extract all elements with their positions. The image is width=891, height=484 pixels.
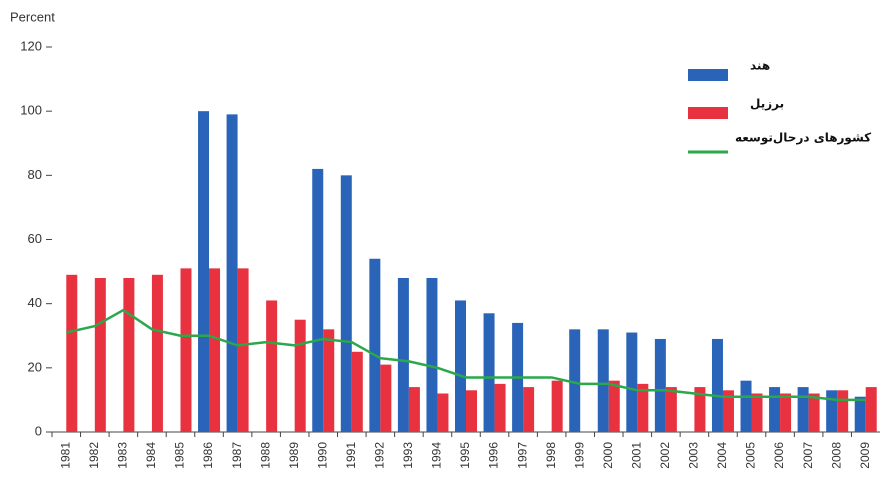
bar — [226, 114, 238, 432]
bar — [312, 168, 324, 432]
bar — [608, 380, 620, 432]
bar — [323, 329, 335, 432]
y-tick-label: 80 — [28, 167, 42, 182]
bar — [826, 390, 838, 432]
bar — [426, 278, 438, 432]
bar — [209, 268, 221, 432]
x-tick-label: 1998 — [544, 442, 558, 469]
x-tick-label: 2000 — [601, 442, 615, 469]
bar — [597, 329, 609, 432]
bar — [294, 319, 306, 432]
x-tick-label: 1985 — [173, 442, 187, 469]
bar — [751, 393, 763, 432]
bar — [837, 390, 849, 432]
bar — [494, 383, 506, 432]
bar — [408, 387, 420, 432]
y-tick-label: 0 — [35, 423, 42, 438]
bar — [66, 274, 78, 432]
x-tick-label: 1999 — [572, 442, 586, 469]
bar — [797, 387, 809, 432]
x-tick-label: 1993 — [401, 442, 415, 469]
bar — [523, 387, 535, 432]
x-tick-label: 1981 — [58, 442, 72, 469]
bar — [351, 351, 363, 432]
y-tick-label: 60 — [28, 231, 42, 246]
legend-swatch — [688, 107, 728, 119]
x-tick-label: 2008 — [829, 442, 843, 469]
bar — [569, 329, 581, 432]
bar — [266, 300, 278, 432]
bar — [455, 300, 466, 432]
bar — [551, 380, 563, 432]
bar — [769, 387, 781, 432]
bar — [340, 175, 352, 433]
x-tick-label: 1984 — [144, 442, 158, 469]
x-tick-label: 1994 — [430, 442, 444, 469]
x-tick-label: 2004 — [715, 442, 729, 469]
y-tick-label: 40 — [28, 295, 42, 310]
legend-swatch — [688, 69, 728, 81]
x-tick-label: 1997 — [515, 442, 529, 469]
bar — [94, 278, 106, 432]
bar — [740, 380, 752, 432]
bar — [151, 274, 163, 432]
x-tick-label: 1995 — [458, 442, 472, 469]
x-tick-label: 2002 — [658, 442, 672, 469]
x-tick-label: 1992 — [373, 442, 387, 469]
x-tick-label: 1983 — [116, 442, 130, 469]
x-tick-label: 1991 — [344, 442, 358, 469]
bar — [466, 390, 477, 432]
x-tick-label: 1987 — [230, 442, 244, 469]
legend-label: کشورهای درحال‌توسعه — [735, 131, 871, 146]
y-tick-label: 20 — [28, 359, 42, 374]
bar — [198, 111, 210, 433]
bar — [722, 390, 734, 432]
x-tick-label: 2003 — [687, 442, 701, 469]
bar — [637, 383, 649, 432]
bar — [380, 364, 392, 432]
bar — [483, 313, 495, 432]
bar — [694, 387, 706, 432]
bar — [865, 387, 877, 432]
y-tick-label: 100 — [20, 103, 42, 118]
x-tick-label: 2007 — [801, 442, 815, 469]
bar — [437, 393, 449, 432]
line — [66, 308, 866, 402]
bar — [780, 393, 792, 432]
bar — [237, 268, 249, 432]
x-tick-label: 2001 — [629, 442, 643, 469]
bar — [665, 387, 677, 432]
bar — [626, 332, 638, 432]
bar — [854, 396, 866, 432]
y-axis-label: Percent — [10, 9, 55, 24]
x-tick-label: 1989 — [287, 442, 301, 469]
bar — [123, 278, 135, 432]
bar — [654, 338, 666, 432]
bar — [369, 258, 381, 432]
x-tick-label: 1986 — [201, 442, 215, 469]
x-tick-label: 2005 — [744, 442, 758, 469]
bar — [180, 268, 192, 432]
bar — [808, 393, 820, 432]
x-tick-label: 1982 — [87, 442, 101, 469]
x-tick-label: 2006 — [772, 442, 786, 469]
bar — [397, 278, 409, 432]
x-tick-label: 1988 — [258, 442, 272, 469]
x-tick-label: 1996 — [487, 442, 501, 469]
legend-label: هند — [750, 59, 770, 73]
bar — [711, 338, 723, 432]
y-tick-label: 120 — [20, 38, 42, 53]
legend-label: برزیل — [750, 97, 784, 111]
x-tick-label: 1990 — [315, 442, 329, 469]
x-tick-label: 2009 — [858, 442, 872, 469]
